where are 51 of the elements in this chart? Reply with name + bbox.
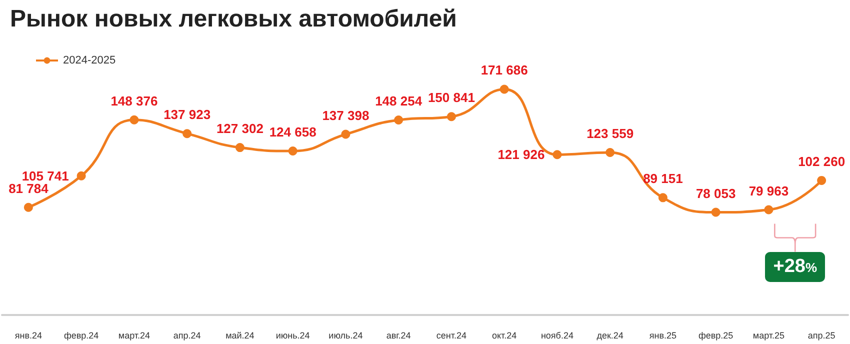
data-label: 137 923: [164, 107, 211, 122]
point: [817, 176, 826, 185]
data-label: 105 741: [22, 168, 69, 184]
data-label: 137 398: [322, 108, 370, 123]
point: [288, 146, 298, 156]
x-tick-label: дек.24: [596, 330, 624, 340]
x-tick-label: май.24: [226, 330, 254, 340]
point: [235, 143, 244, 152]
x-tick-label: апр.25: [808, 330, 836, 340]
point: [552, 150, 562, 160]
x-tick-label: февр.24: [64, 330, 99, 340]
x-tick-label: янв.24: [14, 330, 42, 340]
x-tick-label: март.25: [752, 330, 785, 340]
data-label: 148 376: [110, 93, 158, 108]
x-tick-label: июль.24: [328, 330, 363, 340]
point: [24, 202, 33, 212]
data-label: 127 302: [216, 121, 264, 136]
data-label: 79 963: [748, 183, 789, 198]
data-label: 150 841: [428, 90, 475, 106]
chart-title: Рынок новых легковых автомобилей: [10, 6, 457, 32]
data-label: 89 151: [643, 171, 683, 186]
x-tick-label: окт.24: [492, 330, 517, 340]
data-label: 121 926: [498, 147, 545, 162]
point: [341, 130, 350, 139]
x-tick-label: нояб.24: [540, 330, 574, 340]
text: +28%: [773, 256, 818, 277]
point: [711, 208, 720, 217]
point: [76, 171, 86, 180]
data-label: 78 053: [696, 186, 736, 201]
point: [500, 84, 509, 94]
x-tick-label: сент.24: [436, 330, 466, 340]
point: [658, 193, 668, 202]
x-tick-label: янв.25: [649, 330, 677, 340]
point: [130, 115, 139, 124]
data-label: 102 260: [798, 154, 846, 169]
data-label: 81 784: [8, 180, 50, 196]
data-label: 124 658: [269, 124, 316, 140]
legend-label: 2024-2025: [63, 54, 116, 66]
data-label: 148 254: [375, 94, 423, 109]
point: [394, 116, 404, 125]
x-tick-label: апр.24: [173, 330, 201, 340]
point: [182, 129, 192, 138]
data-label: 123 559: [586, 126, 634, 141]
point: [764, 205, 774, 214]
point: [446, 112, 456, 122]
x-tick-label: авг.24: [386, 330, 411, 340]
point: [606, 148, 615, 157]
x-tick-label: февр.25: [698, 330, 734, 340]
x-tick-label: март.24: [118, 330, 150, 340]
x-tick-label: июнь.24: [276, 330, 310, 340]
data-label: 171 686: [480, 62, 528, 78]
